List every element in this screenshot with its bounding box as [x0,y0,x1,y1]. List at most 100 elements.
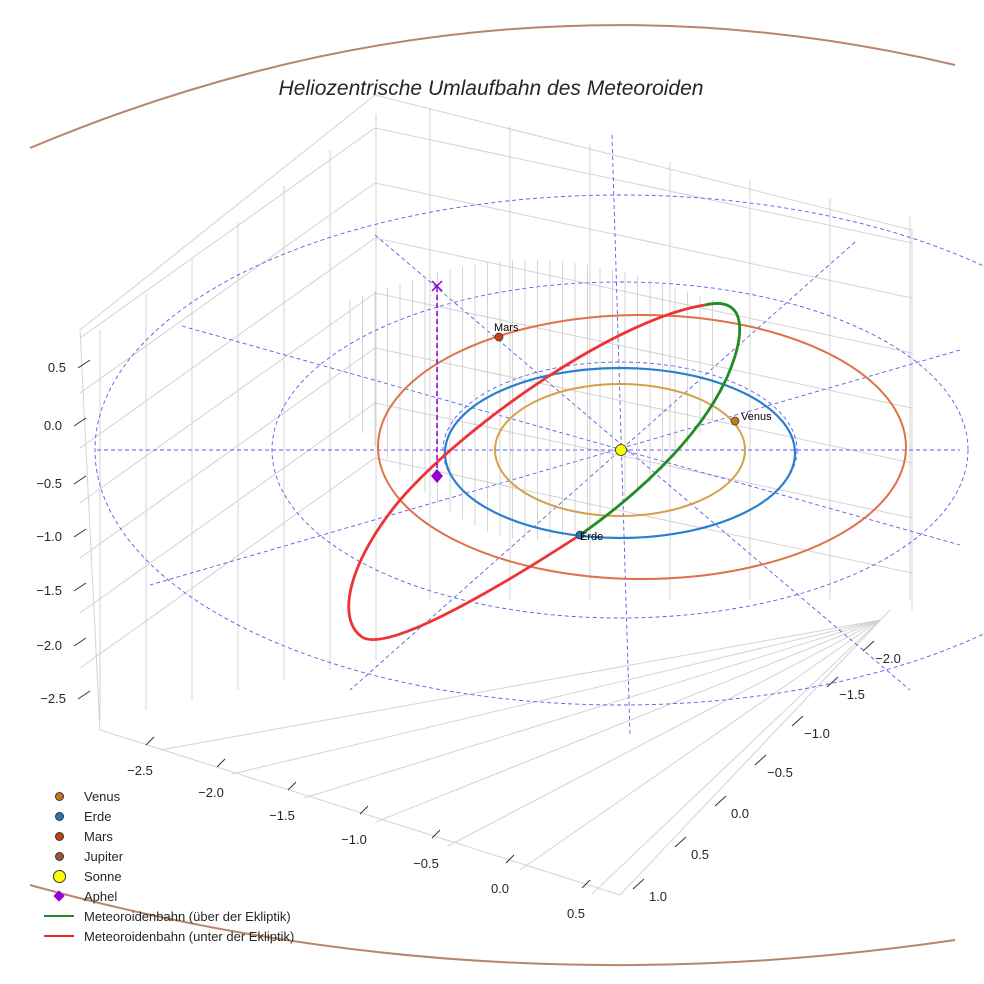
grid-line [374,402,913,519]
z-tick-label: −0.5 [36,476,62,491]
grid-line [79,182,376,394]
legend-marker [53,890,65,902]
x-tick-mark [287,781,297,791]
z-tick-label: 0.5 [48,360,66,375]
legend-swatch [40,811,78,821]
chart-title: Heliozentrische Umlaufbahn des Meteoroid… [279,77,704,100]
z-tick-label: 0.0 [44,418,62,433]
legend-marker [44,935,74,937]
legend-item: Mars [40,826,294,846]
legend: Venus Erde Mars Jupiter Sonne Aphel Meteoroide… [40,786,294,946]
earth-marker [575,530,585,540]
earth-label: Erde [580,531,603,543]
ecliptic-reference [94,134,984,736]
x-tick-label: −1.5 [269,808,295,823]
legend-swatch [40,935,78,937]
grid-line [79,347,376,559]
legend-marker [52,869,66,883]
x-tick-label: 0.0 [491,881,509,896]
y-tick-label: 1.0 [649,889,667,904]
legend-item: Aphel [40,886,294,906]
grid-line [159,619,881,751]
legend-swatch [40,791,78,801]
z-tick-label: −2.5 [40,691,66,706]
ref-radial [611,134,631,736]
x-tick-label: 0.5 [567,906,585,921]
z-tick-mark [73,528,87,538]
grid-line [374,237,913,354]
ref-radial [181,325,961,546]
x-tick-label: −1.0 [341,832,367,847]
y-tick-mark [826,676,839,688]
legend-marker [54,831,64,841]
legend-swatch [40,831,78,841]
legend-swatch [40,890,78,902]
grid-line [79,237,376,449]
x-tick-mark [505,854,515,864]
aphel-projection-x-marker [431,280,443,292]
legend-swatch [40,851,78,861]
aphel-marker [431,469,443,483]
z-tick-label: −2.0 [36,638,62,653]
x-tick-label: −0.5 [413,856,439,871]
x-tick-label: −2.5 [127,763,153,778]
y-tick-label: −1.5 [839,687,865,702]
venus-orbit [494,383,746,517]
legend-label: Venus [84,788,121,804]
x-tick-mark [216,758,226,768]
legend-item: Erde [40,806,294,826]
legend-label: Jupiter [84,848,124,864]
y-tick-mark [714,795,727,807]
sun-marker [615,444,627,456]
legend-label: Sonne [84,868,122,884]
legend-item: Meteoroidenbahn (unter der Ekliptik) [40,926,294,946]
ref-radial [374,234,911,691]
pane-grid [79,94,913,896]
legend-marker [54,791,64,801]
grid-line [374,292,913,409]
mars-orbit [377,314,907,580]
grid-line [79,292,376,504]
legend-label: Aphel [84,888,118,904]
legend-marker [54,851,64,861]
z-tick-mark [77,359,91,369]
x-tick-mark [359,805,369,815]
ref-radial [149,349,961,586]
meteoroid-orbit-above [579,302,742,537]
legend-label: Meteoroidenbahn (unter der Ekliptik) [84,928,295,944]
legend-swatch [40,915,78,917]
x-tick-mark [145,736,155,746]
venus-marker [730,416,740,426]
legend-item: Jupiter [40,846,294,866]
legend-marker [54,811,64,821]
z-tick-label: −1.5 [36,583,62,598]
meteoroid-orbit-below [347,303,706,641]
grid-line [591,619,881,895]
z-tick-label: −1.0 [36,529,62,544]
legend-label: Erde [84,808,112,824]
y-tick-mark [862,640,875,652]
y-tick-mark [791,715,804,727]
z-tick-mark [73,475,87,485]
grid-line [79,127,376,339]
mars-marker [494,332,504,342]
x-tick-label: −2.0 [198,785,224,800]
z-tick-mark [73,417,87,427]
earth-orbit [443,366,797,540]
z-tick-mark [77,690,91,700]
grid-line [447,619,881,847]
grid-line [374,347,913,464]
y-tick-label: −0.5 [767,765,793,780]
drop-lines [349,260,713,540]
y-tick-label: −2.0 [875,651,901,666]
grid-line [374,127,913,244]
axis-ticks: 0.5 0.0 −0.5 −1.0 −1.5 −2.0 −2.5 −2.5 −2.0 −1.5 −1… [36,359,901,921]
y-tick-mark [632,878,645,890]
y-tick-label: 0.0 [731,806,749,821]
legend-label: Meteoroidenbahn (über der Ekliptik) [84,908,291,924]
grid-line [303,619,881,799]
mars-label: Mars [494,322,519,334]
legend-item: Meteoroidenbahn (über der Ekliptik) [40,906,294,926]
